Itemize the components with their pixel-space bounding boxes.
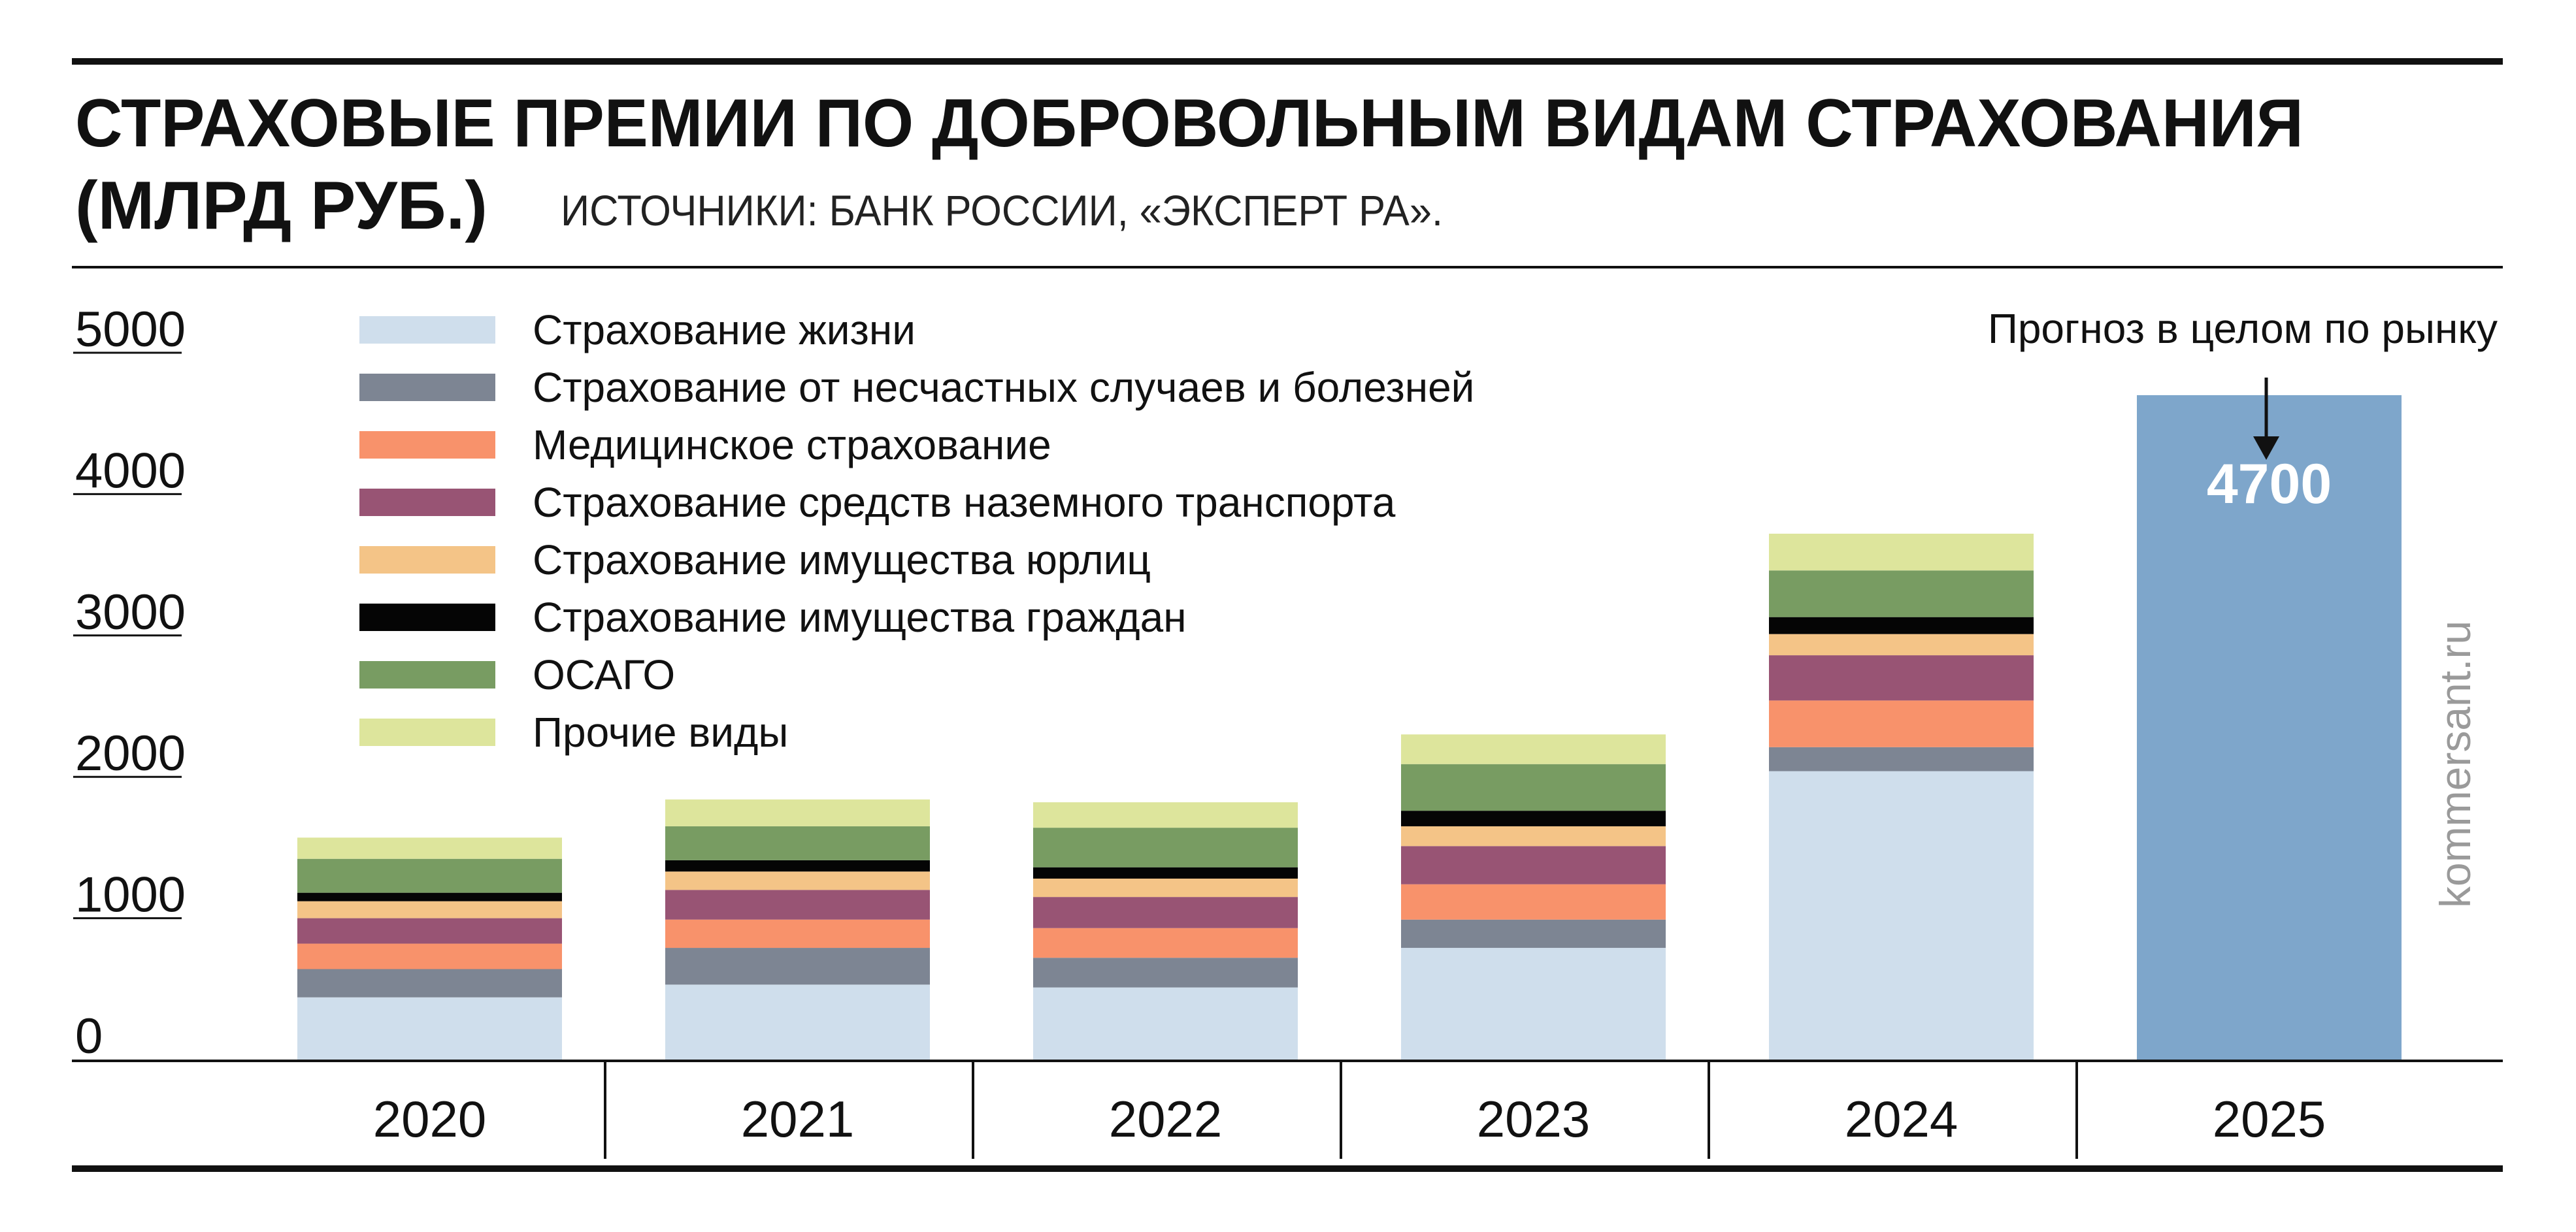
x-tick-label: 2021 [741, 1090, 855, 1148]
bar-segment [297, 943, 562, 969]
y-tick-label: 2000 [75, 726, 186, 781]
bar-segment [665, 919, 930, 948]
bar-segment [665, 826, 930, 860]
legend-swatch [359, 661, 495, 689]
bar-segment [1033, 897, 1298, 928]
bar-segment [1401, 846, 1666, 884]
legend: Страхование жизни Страхование от несчастн… [359, 306, 1474, 756]
legend-label: Страхование имущества граждан [533, 594, 1187, 641]
bar-segment [665, 948, 930, 985]
legend-label: Страхование от несчастных случаев и боле… [533, 364, 1474, 411]
legend-swatch [359, 489, 495, 516]
y-tick-label: 5000 [75, 302, 186, 357]
bar-segment [1033, 867, 1298, 879]
bar-segment [1033, 828, 1298, 867]
x-tick-label: 2023 [1477, 1090, 1591, 1148]
bar-segment [1769, 634, 2034, 656]
source-note: ИСТОЧНИКИ: БАНК РОССИИ, «ЭКСПЕРТ РА». [561, 186, 1443, 235]
legend-swatch [359, 546, 495, 574]
bottom-rule [72, 1165, 2503, 1172]
legend-label: Страхование имущества юрлиц [533, 536, 1151, 583]
x-tick-label: 2020 [373, 1090, 487, 1148]
watermark: kommersant.ru [2431, 621, 2479, 908]
legend-label: Медицинское страхование [533, 421, 1051, 468]
bar-segment [297, 892, 562, 901]
chart-title-line2: (МЛРД РУБ.) [75, 168, 487, 244]
legend-swatch [359, 719, 495, 746]
bar-segment [1769, 747, 2034, 771]
legend-label: ОСАГО [533, 651, 675, 698]
forecast-annotation: Прогноз в целом по рынку [1988, 305, 2498, 352]
bar-segment [1033, 958, 1298, 988]
bar-segment [665, 890, 930, 920]
top-rule [72, 58, 2503, 65]
bar-segment [665, 799, 930, 826]
legend-swatch [359, 316, 495, 344]
x-tick-label: 2022 [1109, 1090, 1223, 1148]
bar-segment [1033, 987, 1298, 1060]
x-tick-label: 2025 [2213, 1090, 2326, 1148]
y-tick-label: 1000 [75, 867, 186, 923]
bar-segment [1769, 570, 2034, 617]
bar-segment [297, 901, 562, 918]
header-rule [72, 266, 2503, 268]
bar-forecast [2137, 395, 2402, 1060]
bar-segment [1401, 919, 1666, 948]
bar-segment [1769, 655, 2034, 701]
y-axis: 0 1000 2000 3000 4000 5000 [73, 302, 186, 1064]
bar-segment [1769, 771, 2034, 1060]
x-axis-line [72, 1060, 2503, 1062]
bar-segment [1769, 700, 2034, 747]
legend-label: Страхование жизни [533, 306, 916, 353]
bar-segment [297, 997, 562, 1060]
bar-segment [1401, 811, 1666, 826]
forecast-arrowhead [2253, 436, 2279, 460]
x-tick-label: 2024 [1845, 1090, 1958, 1148]
bar-segment [297, 837, 562, 859]
bars: 4700 [297, 395, 2402, 1060]
bar-segment [665, 984, 930, 1060]
bar-segment [1033, 879, 1298, 898]
bar-segment [1401, 884, 1666, 920]
legend-swatch [359, 604, 495, 631]
bar-segment [1401, 948, 1666, 1060]
bar-segment [297, 918, 562, 944]
bar-segment [1769, 617, 2034, 634]
y-tick-label: 0 [75, 1009, 103, 1064]
chart-title-line1: СТРАХОВЫЕ ПРЕМИИ ПО ДОБРОВОЛЬНЫМ ВИДАМ С… [75, 86, 2304, 161]
legend-label: Страхование средств наземного транспорта [533, 479, 1396, 526]
bar-segment [1401, 734, 1666, 764]
legend-swatch [359, 374, 495, 401]
x-axis: 2020 2021 2022 2023 2024 2025 [373, 1062, 2326, 1159]
bar-segment [297, 969, 562, 997]
legend-label: Прочие виды [533, 709, 788, 756]
bar-segment [1401, 764, 1666, 811]
bar-segment [1769, 533, 2034, 571]
y-tick-label: 4000 [75, 443, 186, 498]
bar-segment [1033, 802, 1298, 828]
bar-segment [665, 871, 930, 890]
legend-swatch [359, 431, 495, 459]
bar-segment [665, 860, 930, 872]
bar-segment [1401, 826, 1666, 847]
bar-segment [1033, 928, 1298, 958]
y-tick-label: 3000 [75, 585, 186, 640]
bar-segment [297, 858, 562, 893]
forecast-value-label: 4700 [2207, 453, 2332, 515]
